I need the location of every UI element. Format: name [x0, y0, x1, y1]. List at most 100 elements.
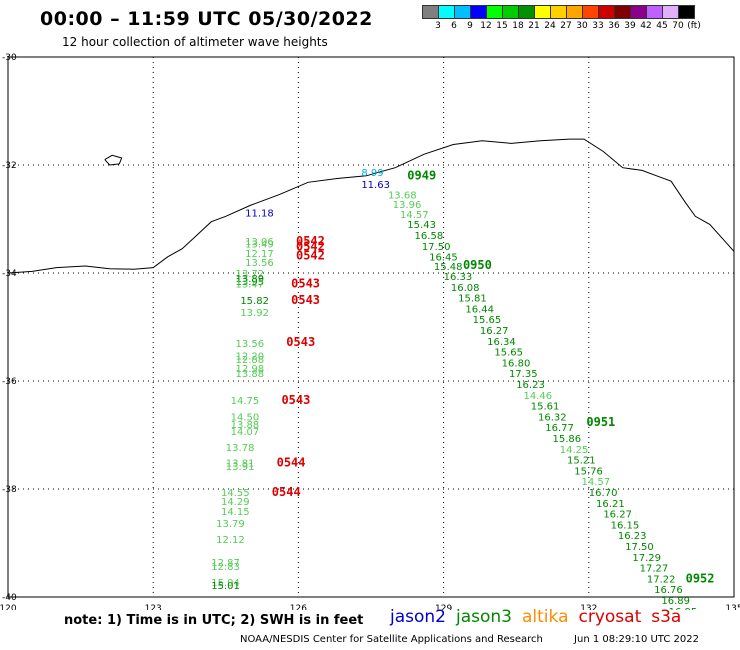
pass-time-label: 0950 — [463, 258, 492, 272]
lon-label: 135 — [725, 604, 740, 610]
wave-height-value: 13.49 — [245, 240, 274, 251]
lat-label: -30 — [2, 53, 17, 63]
wave-height-value: 12.20 — [235, 351, 264, 362]
footer-credit: NOAA/NESDIS Center for Satellite Applica… — [240, 634, 699, 645]
wave-height-value: 14.15 — [221, 507, 250, 518]
legend-tick-label: 24 — [544, 21, 556, 31]
wave-height-value: 15.43 — [407, 220, 436, 231]
wave-height-value: 13.56 — [245, 258, 274, 269]
wave-height-value: 13.88 — [231, 420, 260, 431]
wave-height-value: 13.96 — [393, 200, 422, 211]
wave-height-value: 13.89 — [235, 274, 264, 285]
lon-label: 126 — [290, 604, 307, 610]
wave-height-value: 14.57 — [582, 477, 611, 488]
legend-tick-label: 39 — [624, 21, 636, 31]
wave-height-value: 14.46 — [523, 391, 552, 402]
wave-height-value: 16.34 — [487, 337, 516, 348]
legend-tick-label: 70 — [672, 21, 684, 31]
wave-height-value: 14.75 — [231, 396, 260, 407]
lon-label: 120 — [0, 604, 17, 610]
wave-height-value: 16.27 — [603, 510, 632, 521]
wave-height-value: 13.72 — [235, 269, 264, 280]
wave-height-value: 15.86 — [553, 434, 582, 445]
wave-height-value: 15.65 — [494, 348, 523, 359]
wave-height-value: 13.47 — [235, 280, 264, 291]
map-frame — [7, 56, 735, 598]
wave-height-value: 16.44 — [465, 304, 494, 315]
wave-height-value: 14.57 — [400, 210, 429, 221]
pass-time-label: 0543 — [286, 335, 315, 349]
wave-height-value: 16.45 — [429, 253, 458, 264]
footer-date: Jun 1 08:29:10 UTC 2022 — [574, 634, 699, 645]
lon-label: 129 — [435, 604, 452, 610]
wave-height-value: 15.04 — [211, 578, 240, 589]
satellite-s3a: s3a — [651, 607, 682, 627]
lat-label: -34 — [2, 269, 17, 279]
wave-height-value: 12.87 — [211, 558, 240, 569]
wave-height-value: 14.25 — [560, 445, 589, 456]
pass-time-label: 0543 — [291, 277, 320, 291]
track-jason3: 13.6813.9614.5715.4316.5817.5016.4515.48… — [388, 169, 715, 610]
wave-height-value: 16.21 — [596, 499, 625, 510]
legend-tick-label: (ft) — [687, 21, 701, 31]
pass-time-label: 0949 — [407, 169, 436, 183]
wave-height-value: 16.70 — [589, 488, 618, 499]
wave-height-value: 14.07 — [231, 427, 260, 438]
legend-tick-label: 30 — [576, 21, 588, 31]
wave-height-value: 17.50 — [625, 542, 654, 553]
lat-lon-grid — [8, 57, 734, 597]
legend-tick-label: 6 — [451, 21, 457, 31]
color-legend: 3 6 9 12 15 18 21 24 27 30 33 36 39 42 45 70 (ft) — [422, 5, 701, 33]
wave-height-value: 15.21 — [567, 456, 596, 467]
pass-time-label: 0542 — [296, 234, 325, 248]
footer-note: note: 1) Time is in UTC; 2) SWH is in fe… — [64, 613, 364, 628]
coastline — [7, 138, 735, 274]
pass-time-label: 0952 — [686, 571, 715, 585]
legend-tick-label: 33 — [592, 21, 604, 31]
legend-tick-label: 15 — [496, 21, 508, 31]
lon-label: 123 — [145, 604, 162, 610]
observations: 8.9911.6311.1813.6813.9614.5715.4316.581… — [211, 168, 714, 610]
page-subtitle: 12 hour collection of altimeter wave hei… — [62, 35, 328, 49]
wave-height-value: 16.23 — [618, 531, 647, 542]
satellite-cryosat: cryosat — [578, 607, 642, 627]
wave-height-value: 16.32 — [538, 412, 567, 423]
wave-height-value: 13.78 — [226, 443, 255, 454]
satellite-altika: altika — [522, 607, 569, 627]
wave-height-value: 16.08 — [451, 283, 480, 294]
track-s3a: 13.0613.4912.1713.5613.7213.8913.9513.47… — [211, 234, 325, 592]
wave-height-value: 16.27 — [480, 326, 509, 337]
wave-height-value: 13.68 — [388, 190, 417, 201]
pass-time-label: 0951 — [586, 415, 615, 429]
lat-label: -40 — [2, 593, 17, 603]
lat-label: -36 — [2, 377, 17, 387]
wave-height-value: 16.33 — [444, 272, 473, 283]
legend-tick-label: 18 — [512, 21, 524, 31]
satellite-jason3: jason3 — [456, 607, 512, 627]
wave-height-value: 13.95 — [235, 277, 264, 288]
legend-tick-label: 27 — [560, 21, 572, 31]
wave-height-value: 17.22 — [647, 574, 676, 585]
legend-swatch-16 — [678, 5, 695, 19]
pass-time-label: 0544 — [272, 485, 301, 499]
wave-height-value: 16.89 — [661, 596, 690, 607]
credit-text: NOAA/NESDIS Center for Satellite Applica… — [240, 634, 543, 645]
wave-height-value: 11.63 — [361, 180, 390, 191]
legend-swatches — [422, 5, 695, 19]
wave-height-value: 15.61 — [531, 402, 560, 413]
wave-height-value: 16.15 — [611, 520, 640, 531]
lat-label: -32 — [2, 161, 17, 171]
wave-height-value: 12.88 — [235, 355, 264, 366]
wave-height-value: 13.06 — [245, 237, 274, 248]
lat-label: -38 — [2, 485, 17, 495]
legend-tick-label: 21 — [528, 21, 540, 31]
wave-height-value: 15.01 — [211, 581, 240, 592]
pass-time-label: 0542 — [296, 239, 325, 253]
wave-height-value: 8.99 — [361, 168, 383, 179]
pass-time-label: 0543 — [291, 293, 320, 307]
legend-tick-label: 3 — [435, 21, 441, 31]
satellite-legend: jason2 jason3 altika cryosat s3a — [390, 607, 691, 627]
